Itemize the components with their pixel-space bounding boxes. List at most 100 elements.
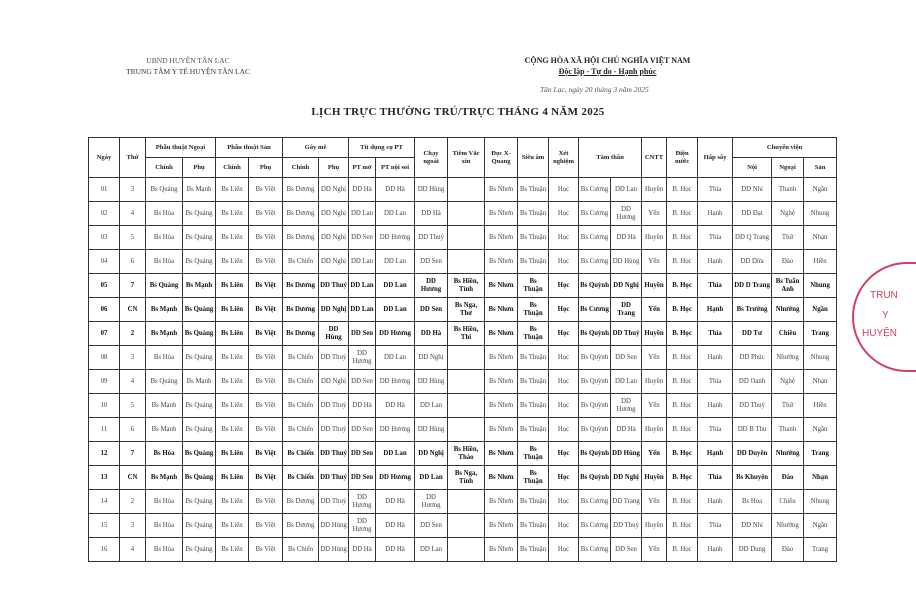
table-cell: Thứ — [771, 393, 805, 418]
table-cell: DD Hương — [375, 417, 416, 442]
table-cell: DD Thuỷ — [317, 417, 350, 442]
table-cell: Bs Liên — [215, 177, 249, 202]
table-cell: Bs Liên — [215, 441, 249, 466]
table-cell: Yến — [641, 489, 668, 514]
table-cell: Bs Chiến — [282, 537, 319, 562]
table-cell: DD Nghị — [317, 225, 350, 250]
table-cell: Bs Việt — [248, 249, 283, 274]
table-cell: DD Lan — [375, 297, 416, 322]
table-cell: 7 — [119, 441, 146, 466]
table-cell: Bs Quỳnh — [578, 441, 612, 466]
table-cell: DD Nghị — [317, 297, 350, 322]
table-cell: B. Học — [666, 513, 699, 538]
table-cell: Yến — [641, 537, 668, 562]
col-thu: Thứ — [119, 137, 146, 178]
table-cell: Nhạn — [803, 225, 838, 250]
table-cell: Hạnh — [697, 537, 734, 562]
table-cell: Bs Liên — [215, 201, 249, 226]
table-cell: B. Học — [666, 465, 699, 490]
table-cell: Bs Thuận — [517, 369, 550, 394]
table-cell: DD Lan — [348, 297, 377, 322]
table-cell: Bs Dương — [282, 513, 319, 538]
table-row: 12 7 Bs Hòa Bs Quảng Bs Liên Bs Việt Bs Chiến D… — [88, 441, 838, 466]
table-cell: Bs Quảng — [145, 177, 183, 202]
table-cell: B. Học — [666, 273, 699, 298]
table-cell: DD Nghị — [317, 201, 350, 226]
sub-header: Phụ — [248, 157, 283, 178]
table-cell: Bs Chiến — [282, 369, 319, 394]
table-row: 10 5 Bs Mạnh Bs Quảng Bs Liên Bs Việt Bs Chiến… — [88, 393, 838, 418]
table-cell: Bs Mạnh — [145, 417, 183, 442]
table-cell: DD Hùng — [317, 321, 350, 346]
table-cell: Bs Cương — [578, 201, 612, 226]
table-cell: DD Thuỷ — [317, 393, 350, 418]
table-cell: Bs Nhơn — [484, 273, 519, 298]
table-cell: Thìa — [697, 465, 734, 490]
table-cell: Bs Hòa — [145, 537, 183, 562]
table-cell: Nhạn — [803, 369, 838, 394]
table-row: 11 6 Bs Mạnh Bs Quảng Bs Liên Bs Việt Bs Chiến… — [88, 417, 838, 442]
table-cell: DD Hùng — [610, 249, 643, 274]
table-cell: B. Học — [666, 249, 699, 274]
col-tam-than: Tâm thần — [578, 137, 643, 178]
table-cell: Bs Quảng — [182, 297, 216, 322]
table-cell: Thìa — [697, 225, 734, 250]
nation-line-1: CỘNG HÒA XÃ HỘI CHỦ NGHĨA VIỆT NAM — [524, 56, 691, 65]
table-cell: Bs Liên — [215, 345, 249, 370]
table-cell: DD Hà — [348, 537, 377, 562]
sub-header: Phụ — [317, 157, 350, 178]
nation-line-2: Độc lập - Tự do - Hạnh phúc — [558, 67, 657, 76]
table-cell: Bs Quảng — [182, 321, 216, 346]
official-seal-stamp: TRUN Y HUYỆN — [852, 262, 916, 372]
table-cell — [447, 537, 486, 562]
national-header: CỘNG HÒA XÃ HỘI CHỦ NGHĨA VIỆT NAM Độc l… — [500, 55, 715, 77]
table-cell: Bs Dương — [282, 297, 319, 322]
table-cell: DD Lan — [610, 369, 643, 394]
table-cell: Bs Dương — [282, 273, 319, 298]
table-cell: 10 — [88, 393, 120, 418]
table-cell: Học — [548, 201, 580, 226]
table-row: 01 3 Bs Quảng Bs Mạnh Bs Liên Bs Việt Bs Dương… — [88, 177, 838, 202]
table-cell: Thìa — [697, 513, 734, 538]
table-cell: Bs Liên — [215, 369, 249, 394]
table-cell: Bs Nhơn — [484, 465, 519, 490]
table-cell: Ngần — [803, 417, 838, 442]
table-cell: Học — [548, 249, 580, 274]
table-cell: DD Hà — [414, 201, 449, 226]
col-tiem: Tiêm Vắc xin — [447, 137, 486, 178]
table-cell: Bs Mạnh — [182, 369, 216, 394]
table-cell: DD Sen — [348, 465, 377, 490]
col-pt-ngoai: Phẫu thuật Ngoại — [145, 137, 216, 158]
table-cell: Bs Quảng — [182, 537, 216, 562]
table-cell: 4 — [119, 201, 146, 226]
table-cell: Bs Quảng — [182, 465, 216, 490]
table-cell: Bs Chiến — [282, 465, 319, 490]
table-cell: Bs Việt — [248, 297, 283, 322]
table-cell: Bs Quỳnh — [578, 321, 612, 346]
table-row: 15 3 Bs Hòa Bs Quảng Bs Liên Bs Việt Bs Dương D… — [88, 513, 838, 538]
table-cell: Yến — [641, 201, 668, 226]
table-cell: Hạnh — [697, 393, 734, 418]
sub-header: Phụ — [182, 157, 216, 178]
table-row: 08 3 Bs Hòa Bs Quảng Bs Liên Bs Việt Bs Chiến D… — [88, 345, 838, 370]
table-cell: Thứ — [771, 225, 805, 250]
table-cell: Học — [548, 369, 580, 394]
table-cell: Yến — [641, 297, 668, 322]
table-cell: Bs Quỳnh — [578, 345, 612, 370]
table-cell: CN — [119, 465, 146, 490]
table-cell: B. Học — [666, 369, 699, 394]
table-cell: Bs Liên — [215, 249, 249, 274]
table-cell — [447, 225, 486, 250]
table-cell: 7 — [119, 273, 146, 298]
table-cell: Nhung — [803, 201, 838, 226]
table-cell: 15 — [88, 513, 120, 538]
sub-header: Ngoại — [771, 157, 805, 178]
table-row: 03 5 Bs Hòa Bs Quảng Bs Liên Bs Việt Bs Dương D… — [88, 225, 838, 250]
table-cell: DD Lan — [375, 345, 416, 370]
table-cell: Bs Nhơn — [484, 537, 519, 562]
table-cell — [447, 345, 486, 370]
table-cell: 3 — [119, 345, 146, 370]
table-row: 14 2 Bs Hòa Bs Quảng Bs Liên Bs Việt Bs Dương D… — [88, 489, 838, 514]
table-cell: 4 — [119, 537, 146, 562]
table-cell: 11 — [88, 417, 120, 442]
